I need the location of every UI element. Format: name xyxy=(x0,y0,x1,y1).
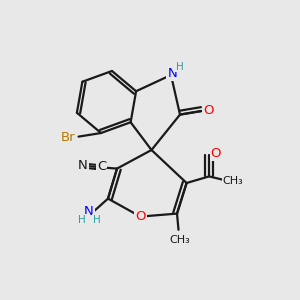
Text: C: C xyxy=(97,160,106,173)
Text: N: N xyxy=(167,67,177,80)
Text: Br: Br xyxy=(61,131,75,144)
Text: N: N xyxy=(78,159,88,172)
Text: O: O xyxy=(135,210,146,223)
Text: O: O xyxy=(211,147,221,161)
Text: H: H xyxy=(93,214,101,225)
Text: O: O xyxy=(203,103,214,117)
Text: CH₃: CH₃ xyxy=(223,176,244,186)
Text: H: H xyxy=(176,61,184,72)
Text: CH₃: CH₃ xyxy=(169,235,190,245)
Text: H: H xyxy=(78,214,86,225)
Text: N: N xyxy=(84,205,94,218)
